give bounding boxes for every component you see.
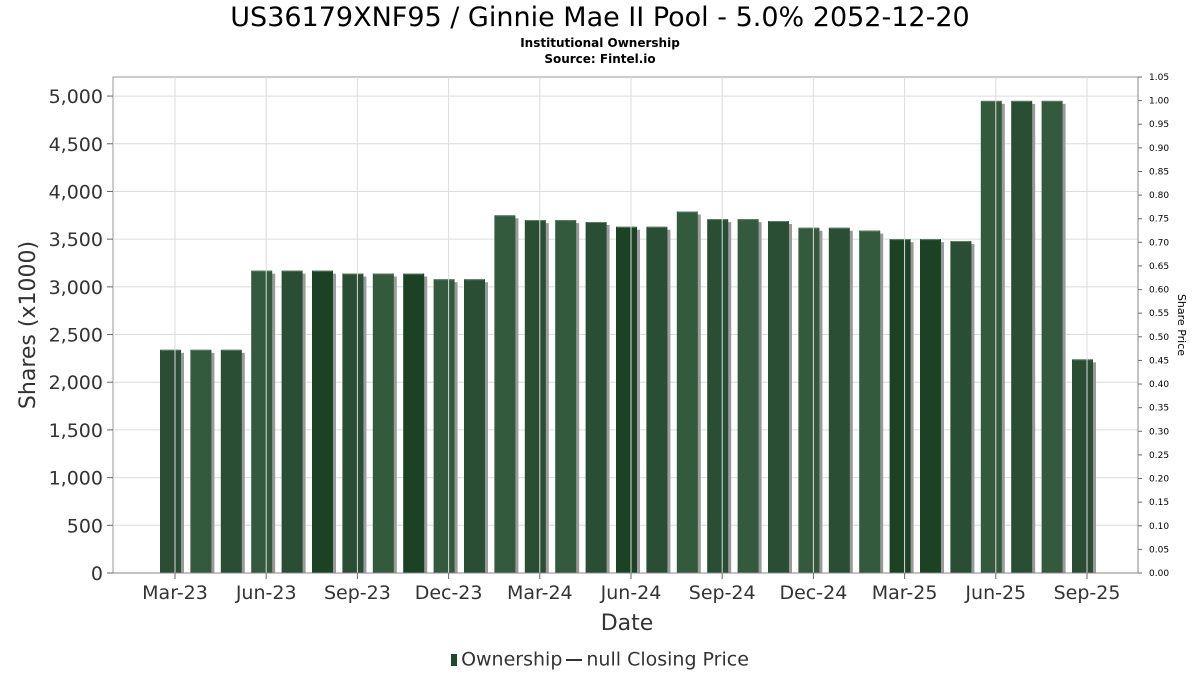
y2-tick-label: 0.40 [1149,380,1169,390]
ownership-bar [312,270,333,573]
y-tick-label: 4,500 [49,134,103,156]
y2-tick-label: 0.20 [1149,475,1169,485]
ownership-bar [585,221,607,573]
x-tick-label: Sep-23 [324,582,391,604]
y-tick-label: 0 [91,563,103,585]
ownership-bar [524,220,546,574]
ownership-bar [616,226,637,573]
ownership-bar [798,227,820,573]
y2-tick-label: 0.05 [1149,545,1169,555]
y2-tick-label: 0.80 [1149,191,1169,201]
chart-subtitle: Institutional Ownership [520,36,680,50]
ownership-bar [859,230,881,574]
ownership-bar [737,219,759,573]
y2-tick-label: 1.00 [1149,97,1169,107]
price-legend-swatch [566,658,583,661]
ownership-bar [555,220,577,574]
x-axis-label: Date [601,611,654,636]
ownership-bar [190,349,212,573]
y2-axis-label: Share Price [1175,294,1188,356]
y2-tick-label: 0.65 [1149,262,1169,272]
chart-legend: Ownership null Closing Price [0,648,1200,671]
ownership-bar [464,279,485,573]
ownership-bar [1011,100,1033,573]
x-tick-label: Mar-23 [142,582,208,604]
ownership-bar [707,219,729,573]
y2-tick-label: 0.60 [1149,286,1169,296]
y-axis-label: Shares (x1000) [16,241,41,409]
ownership-bar [494,215,516,574]
ownership-bar [768,221,789,573]
y2-tick-label: 0.75 [1149,215,1169,225]
y2-tick-label: 0.70 [1149,238,1169,248]
ownership-legend-swatch [451,653,458,666]
ownership-bar [676,211,698,573]
y2-tick-label: 0.30 [1149,427,1169,437]
y-tick-label: 5,000 [49,86,103,108]
y-tick-label: 1,000 [49,468,103,490]
y2-tick-label: 0.90 [1149,144,1169,154]
ownership-bar [433,279,455,573]
ownership-bar [1041,100,1063,573]
y2-tick-label: 0.10 [1149,522,1169,532]
x-tick-label: Jun-25 [964,582,1026,604]
ownership-bar [646,226,668,573]
chart-source: Source: Fintel.io [544,52,656,66]
ownership-bar [828,227,850,573]
y-tick-label: 3,500 [49,229,103,251]
y2-tick-label: 1.05 [1149,73,1169,83]
x-tick-label: Mar-24 [507,582,573,604]
y2-tick-label: 0.25 [1149,451,1169,461]
y-tick-label: 2,500 [49,325,103,347]
x-tick-label: Dec-24 [779,582,847,604]
ownership-bar [220,349,242,573]
ownership-bar [342,273,364,573]
ownership-bar [1072,359,1093,573]
y-tick-label: 1,500 [49,420,103,442]
x-tick-label: Sep-24 [689,582,756,604]
ownership-bar [160,349,181,573]
y2-tick-label: 0.85 [1149,167,1169,177]
price-legend-label: null Closing Price [586,648,749,671]
y2-tick-label: 0.00 [1149,569,1169,579]
y2-tick-label: 0.95 [1149,120,1169,130]
x-tick-label: Dec-23 [415,582,483,604]
ownership-bar [403,273,425,573]
y-tick-label: 500 [67,515,103,537]
x-tick-label: Jun-24 [600,582,662,604]
ownership-bar [950,241,972,574]
y2-tick-label: 0.50 [1149,333,1169,343]
y2-tick-label: 0.55 [1149,309,1169,319]
x-tick-label: Mar-25 [872,582,938,604]
y2-tick-label: 0.35 [1149,404,1169,414]
x-tick-label: Jun-23 [235,582,297,604]
x-tick-label: Sep-25 [1054,582,1121,604]
y-tick-label: 2,000 [49,372,103,394]
ownership-legend-label: Ownership [461,648,563,671]
ownership-bar [980,100,1002,573]
y2-tick-label: 0.45 [1149,356,1169,366]
ownership-bar [920,239,941,573]
ownership-bar [889,239,911,573]
y2-tick-label: 0.15 [1149,498,1169,508]
ownership-bar [372,273,394,573]
y-tick-label: 3,000 [49,277,103,299]
chart-title: US36179XNF95 / Ginnie Mae II Pool - 5.0%… [230,2,970,33]
ownership-bar [281,270,303,573]
ownership-bar [251,270,273,573]
y-tick-label: 4,000 [49,181,103,203]
